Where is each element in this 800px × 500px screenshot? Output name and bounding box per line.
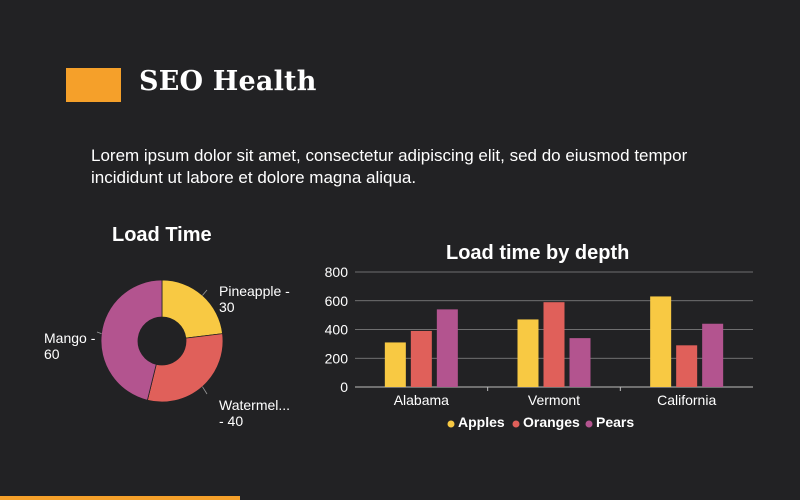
bar-apples-alabama bbox=[384, 342, 406, 387]
body-text: Lorem ipsum dolor sit amet, consectetur … bbox=[91, 145, 731, 189]
pie-label: Mango - bbox=[44, 330, 96, 346]
bar-apples-vermont bbox=[517, 319, 539, 387]
bar-oranges-alabama bbox=[410, 330, 432, 387]
legend-label: Pears bbox=[596, 414, 634, 430]
pie-leader-line bbox=[96, 331, 102, 335]
pie-slice-mango bbox=[100, 279, 163, 401]
bar-apples-california bbox=[650, 296, 672, 387]
legend-marker-oranges bbox=[512, 420, 520, 428]
pie-leader-line bbox=[202, 289, 208, 296]
pie-label: - 40 bbox=[219, 413, 243, 429]
pie-label: 30 bbox=[219, 299, 235, 315]
y-tick-label: 200 bbox=[325, 350, 349, 366]
x-tick-label: Vermont bbox=[528, 392, 580, 408]
bar-chart-title: Load time by depth bbox=[446, 242, 630, 264]
y-tick-label: 400 bbox=[325, 322, 349, 338]
x-tick-label: Alabama bbox=[394, 392, 449, 408]
pie-label: 60 bbox=[44, 346, 60, 362]
title-accent-block bbox=[66, 68, 121, 102]
bar-pears-alabama bbox=[436, 309, 458, 387]
legend-label: Oranges bbox=[523, 414, 580, 430]
pie-label: Watermel... bbox=[219, 397, 290, 413]
pie-slice-watermelon bbox=[146, 333, 224, 403]
page-title: SEO Health bbox=[139, 66, 317, 97]
legend-label: Apples bbox=[458, 414, 505, 430]
bottom-accent-bar bbox=[0, 496, 240, 500]
legend-marker-apples bbox=[447, 420, 455, 428]
body-text-line-2: incididunt ut labore et dolore magna ali… bbox=[91, 168, 417, 187]
y-tick-label: 600 bbox=[325, 293, 349, 309]
bar-pears-vermont bbox=[569, 338, 591, 387]
body-text-line-1: Lorem ipsum dolor sit amet, consectetur … bbox=[91, 146, 688, 165]
bar-pears-california bbox=[702, 323, 724, 387]
pie-chart-title: Load Time bbox=[112, 224, 212, 246]
bar-oranges-california bbox=[676, 345, 698, 387]
y-tick-label: 0 bbox=[340, 379, 348, 395]
pie-slice-pineapple bbox=[161, 279, 224, 339]
pie-leader-line bbox=[202, 386, 208, 395]
pie-label: Pineapple - bbox=[219, 283, 290, 299]
legend-marker-pears bbox=[585, 420, 593, 428]
y-tick-label: 800 bbox=[325, 264, 349, 280]
bar-oranges-vermont bbox=[543, 302, 565, 387]
x-tick-label: California bbox=[657, 392, 716, 408]
